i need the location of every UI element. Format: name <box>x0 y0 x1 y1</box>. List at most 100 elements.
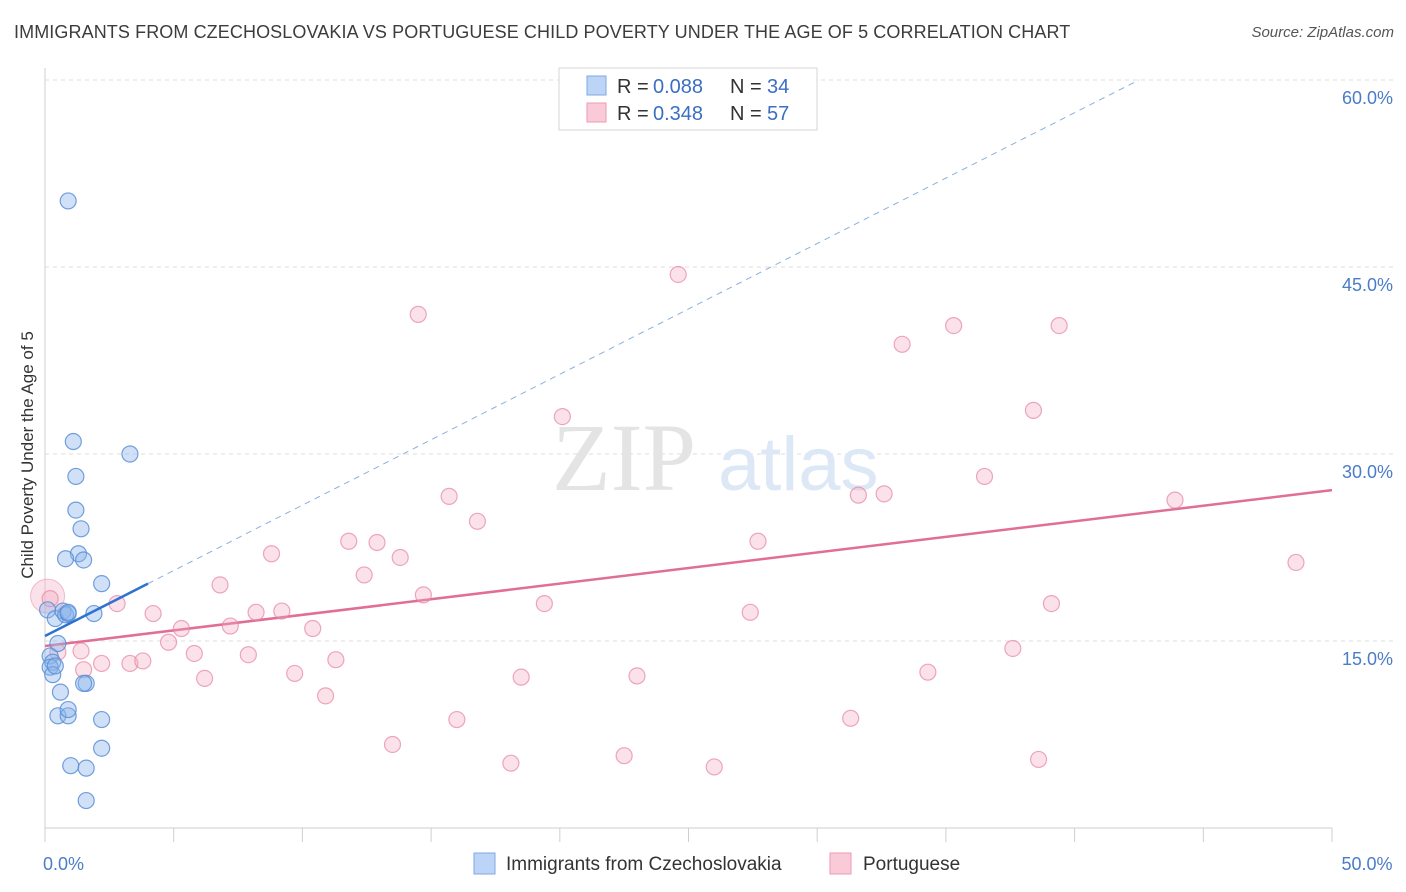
point-portuguese-30 <box>440 487 458 505</box>
point-portuguese-53 <box>1042 594 1061 613</box>
trend-line-czechoslovakia-projection <box>147 79 1140 585</box>
point-portuguese-12 <box>195 669 214 688</box>
point-czechoslovakia-0 <box>59 192 77 210</box>
point-portuguese-27 <box>391 548 409 567</box>
point-portuguese-52 <box>1029 750 1048 769</box>
series-legend-swatch-portuguese <box>829 852 852 875</box>
point-czechoslovakia-23 <box>77 759 95 777</box>
legend-r-value-1: 0.088 <box>653 76 703 98</box>
point-portuguese-7 <box>134 652 152 670</box>
series-legend-label-czechoslovakia: Immigrants from Czechoslovakia <box>506 854 782 875</box>
series-legend-label-portuguese: Portuguese <box>863 854 960 875</box>
point-czechoslovakia-30 <box>121 445 139 463</box>
y-tick-label-1: 30.0% <box>1342 462 1393 482</box>
point-czechoslovakia-13 <box>59 707 77 725</box>
x-ticks <box>44 828 1333 842</box>
point-portuguese-43 <box>842 709 860 727</box>
point-czechoslovakia-21 <box>56 550 75 568</box>
point-portuguese-34 <box>512 668 530 686</box>
point-portuguese-35 <box>535 594 553 613</box>
point-czechoslovakia-32 <box>46 657 64 675</box>
point-portuguese-47 <box>919 663 937 681</box>
point-czechoslovakia-22 <box>72 520 90 538</box>
y-tick-label-2: 45.0% <box>1342 275 1393 295</box>
point-portuguese-50 <box>1004 639 1022 658</box>
point-czechoslovakia-26 <box>77 791 95 810</box>
y-tick-label-3: 60.0% <box>1342 88 1393 108</box>
point-portuguese-33 <box>502 754 520 772</box>
point-czechoslovakia-27 <box>93 575 111 593</box>
point-portuguese-4 <box>93 654 111 673</box>
point-portuguese-26 <box>383 735 402 754</box>
watermark-zip: ZIP <box>552 404 696 511</box>
point-portuguese-22 <box>327 651 345 669</box>
point-portuguese-3 <box>75 661 93 679</box>
legend-swatch-portuguese <box>586 102 607 123</box>
point-portuguese-17 <box>262 545 281 563</box>
point-czechoslovakia-15 <box>62 757 80 775</box>
point-portuguese-9 <box>159 633 178 651</box>
data-points <box>30 192 1305 810</box>
point-portuguese-37 <box>615 747 633 765</box>
point-portuguese-44 <box>849 486 867 504</box>
point-portuguese-25 <box>368 533 386 552</box>
point-czechoslovakia-33 <box>75 674 93 692</box>
point-portuguese-11 <box>185 644 203 663</box>
point-portuguese-28 <box>409 305 427 323</box>
point-portuguese-48 <box>945 316 963 335</box>
watermark-atlas: atlas <box>718 422 879 507</box>
point-portuguese-14 <box>221 617 239 635</box>
grid-lines <box>45 79 1395 642</box>
point-portuguese-51 <box>1024 401 1043 419</box>
x-tick-labels: 0.0% 50.0% <box>43 854 1393 874</box>
point-portuguese-41 <box>741 603 759 621</box>
point-portuguese-38 <box>628 667 646 685</box>
point-portuguese-45 <box>875 485 893 503</box>
point-portuguese-8 <box>144 604 162 623</box>
y-tick-label-0: 15.0% <box>1342 649 1393 669</box>
point-portuguese-54 <box>1050 316 1068 335</box>
source-label: Source: ZipAtlas.com <box>1251 24 1394 41</box>
point-czechoslovakia-29 <box>93 710 111 729</box>
point-czechoslovakia-7 <box>49 634 67 653</box>
point-portuguese-18 <box>273 602 291 620</box>
legend-r-label-1: R = <box>617 76 649 98</box>
point-portuguese-21 <box>316 687 335 705</box>
legend-swatch-czechoslovakia <box>586 75 607 96</box>
x-tick-label-1: 50.0% <box>1341 854 1392 874</box>
point-portuguese-42 <box>749 532 767 550</box>
point-portuguese-31 <box>448 710 466 729</box>
point-portuguese-32 <box>468 512 487 530</box>
point-portuguese-13 <box>211 576 229 594</box>
point-portuguese-23 <box>340 532 358 550</box>
series-legend-swatch-czechoslovakia <box>473 852 496 875</box>
point-czechoslovakia-28 <box>93 739 111 757</box>
point-portuguese-19 <box>286 664 304 683</box>
point-portuguese-46 <box>893 335 911 353</box>
point-czechoslovakia-14 <box>59 700 77 719</box>
series-legend: Immigrants from Czechoslovakia Portugues… <box>473 852 960 875</box>
point-portuguese-49 <box>975 467 994 486</box>
point-czechoslovakia-17 <box>67 467 85 486</box>
point-czechoslovakia-8 <box>51 683 70 701</box>
point-portuguese-56 <box>1287 553 1305 572</box>
x-tick-label-0: 0.0% <box>43 854 84 874</box>
point-portuguese-24 <box>355 566 373 584</box>
point-portuguese-39 <box>669 265 687 284</box>
trend-lines <box>44 79 1333 648</box>
y-axis-label: Child Poverty Under the Age of 5 <box>18 331 37 579</box>
point-portuguese-29 <box>414 586 432 604</box>
correlation-legend: R = 0.088 N = 34 R = 0.348 N = 57 <box>558 67 818 131</box>
point-portuguese-16 <box>247 603 265 621</box>
legend-r-value-2: 0.348 <box>653 103 703 125</box>
legend-n-label-2: N = <box>730 103 762 125</box>
point-portuguese-40 <box>705 758 723 776</box>
trend-line-czechoslovakia <box>44 582 149 638</box>
y-tick-labels: 15.0% 30.0% 45.0% 60.0% <box>1342 88 1393 669</box>
point-portuguese-0 <box>41 590 59 608</box>
legend-r-label-2: R = <box>617 103 649 125</box>
point-portuguese-2 <box>72 642 90 660</box>
legend-n-label-1: N = <box>730 76 762 98</box>
legend-n-value-1: 34 <box>767 76 789 98</box>
